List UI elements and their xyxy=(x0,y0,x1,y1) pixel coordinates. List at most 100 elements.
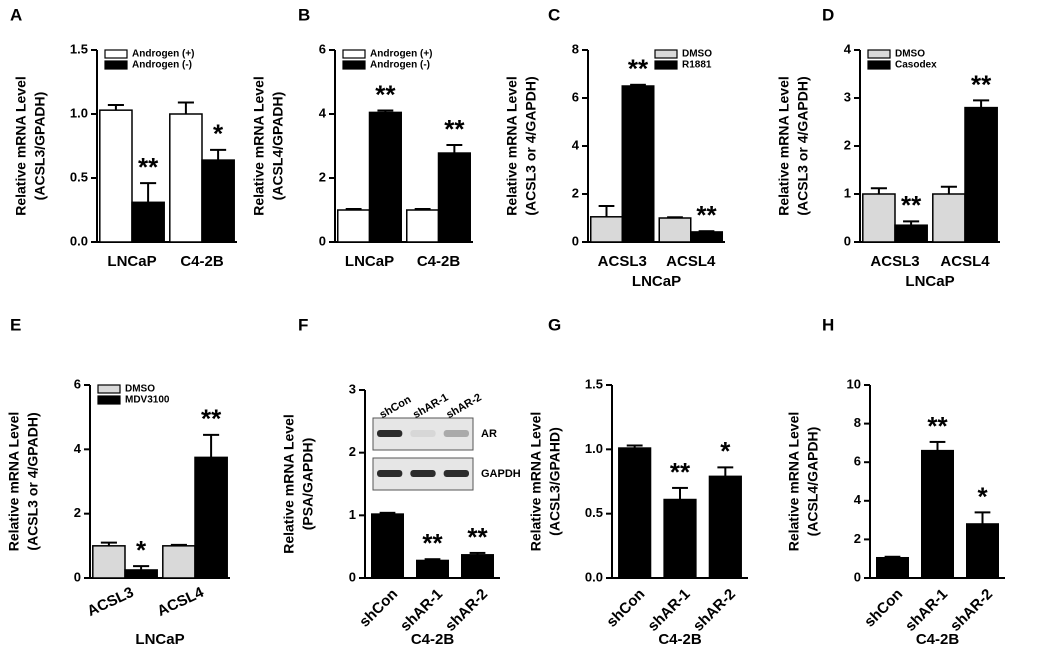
y-tick-label: 1.5 xyxy=(70,41,88,56)
x-tick-label: shCon xyxy=(861,586,906,631)
bar xyxy=(876,556,909,579)
legend-label: Androgen (+) xyxy=(132,49,195,60)
y-tick-label: 2 xyxy=(319,169,326,184)
bar xyxy=(337,209,371,243)
y-tick-label: 4 xyxy=(854,492,862,507)
y-axis-label: (ACSL4/GPADH) xyxy=(270,92,286,201)
y-tick-label: 1.0 xyxy=(585,441,603,456)
y-axis-label: Relative mRNA Level xyxy=(13,76,29,216)
significance: ** xyxy=(971,69,992,99)
y-axis-label: (ACSL3 or 4/GAPDH) xyxy=(523,76,539,215)
y-tick-label: 0 xyxy=(572,233,579,248)
x-axis-label: LNCaP xyxy=(905,273,954,290)
y-axis-label: Relative mRNA Level xyxy=(786,412,802,552)
significance: * xyxy=(213,119,224,149)
x-tick-label: ACSL3 xyxy=(85,584,137,620)
y-tick-label: 0.0 xyxy=(585,569,603,584)
blot-band xyxy=(377,470,403,477)
legend-label: Casodex xyxy=(895,60,937,71)
legend-swatch xyxy=(867,60,891,70)
panel-letter: D xyxy=(822,5,834,24)
x-axis-label: C4-2B xyxy=(411,631,455,648)
panel-letter: H xyxy=(822,315,834,334)
y-tick-label: 0 xyxy=(844,233,851,248)
x-tick-label: shAR-2 xyxy=(690,586,739,635)
legend-swatch xyxy=(342,49,366,59)
x-tick-label: shAR-2 xyxy=(947,586,996,635)
x-tick-label: ACSL3 xyxy=(598,253,647,270)
legend-label: DMSO xyxy=(125,384,155,395)
inset-band-label: AR xyxy=(481,428,497,440)
legend-label: DMSO xyxy=(682,49,712,60)
legend-swatch xyxy=(104,60,128,70)
y-tick-label: 1 xyxy=(349,507,356,522)
x-tick-label: ACSL4 xyxy=(666,253,716,270)
y-tick-label: 0.0 xyxy=(70,233,88,248)
y-tick-label: 0 xyxy=(854,569,861,584)
bar xyxy=(201,159,235,243)
x-tick-label: shCon xyxy=(356,586,401,631)
bar xyxy=(658,217,692,243)
panel-letter: F xyxy=(298,315,308,334)
x-axis-label: C4-2B xyxy=(658,631,702,648)
y-tick-label: 0.5 xyxy=(585,505,603,520)
y-tick-label: 2 xyxy=(572,185,579,200)
bar xyxy=(99,109,133,243)
bar xyxy=(124,569,158,579)
y-tick-label: 6 xyxy=(572,89,579,104)
inset-lane-label: shAR-2 xyxy=(444,391,483,421)
x-tick-label: shCon xyxy=(603,586,648,631)
y-tick-label: 2 xyxy=(349,444,356,459)
x-axis-label: C4-2B xyxy=(916,631,960,648)
bar xyxy=(461,554,494,579)
legend-swatch xyxy=(654,49,678,59)
legend-swatch xyxy=(97,395,121,405)
significance: ** xyxy=(670,457,691,487)
legend-swatch xyxy=(97,384,121,394)
y-tick-label: 0 xyxy=(74,569,81,584)
y-axis-label: (ACSL3 or 4/GAPDH) xyxy=(795,76,811,215)
significance: ** xyxy=(375,79,396,109)
y-tick-label: 4 xyxy=(74,441,82,456)
bar xyxy=(932,193,966,243)
legend-label: Androgen (-) xyxy=(132,60,192,71)
y-tick-label: 6 xyxy=(854,454,861,469)
y-axis-label: Relative mRNA Level xyxy=(528,412,544,552)
y-tick-label: 0 xyxy=(349,569,356,584)
x-tick-label: ACSL3 xyxy=(870,253,919,270)
y-tick-label: 0.5 xyxy=(70,169,88,184)
significance: ** xyxy=(628,54,649,84)
bar xyxy=(862,193,896,243)
y-tick-label: 0 xyxy=(319,233,326,248)
y-tick-label: 4 xyxy=(572,137,580,152)
bar xyxy=(921,449,954,579)
significance: * xyxy=(720,436,731,466)
y-axis-label: (ACSL4/GAPDH) xyxy=(805,427,821,537)
y-axis-label: Relative mRNA Level xyxy=(281,414,297,554)
legend-label: MDV3100 xyxy=(125,395,170,406)
x-tick-label: C4-2B xyxy=(180,253,224,270)
bar xyxy=(437,152,471,243)
inset-band-label: GAPDH xyxy=(481,468,521,480)
y-axis-label: (ACSL3/GPAHD) xyxy=(547,427,563,536)
y-tick-label: 10 xyxy=(847,376,861,391)
blot-band xyxy=(443,430,469,437)
bar xyxy=(708,475,742,579)
y-axis-label: Relative mRNA Level xyxy=(251,76,267,216)
y-tick-label: 4 xyxy=(844,41,852,56)
bar xyxy=(92,545,126,579)
bar xyxy=(663,498,697,579)
blot-band xyxy=(377,430,403,437)
y-tick-label: 6 xyxy=(74,376,81,391)
bar xyxy=(371,513,404,579)
legend-label: Androgen (+) xyxy=(370,49,433,60)
panel-letter: A xyxy=(10,5,22,24)
y-tick-label: 1.0 xyxy=(70,105,88,120)
significance: ** xyxy=(444,114,465,144)
inset-lane-label: shAR-1 xyxy=(411,391,450,421)
bar xyxy=(966,523,999,579)
bar xyxy=(169,113,203,243)
y-tick-label: 8 xyxy=(854,415,861,430)
bar xyxy=(894,224,928,243)
significance: * xyxy=(136,535,147,565)
